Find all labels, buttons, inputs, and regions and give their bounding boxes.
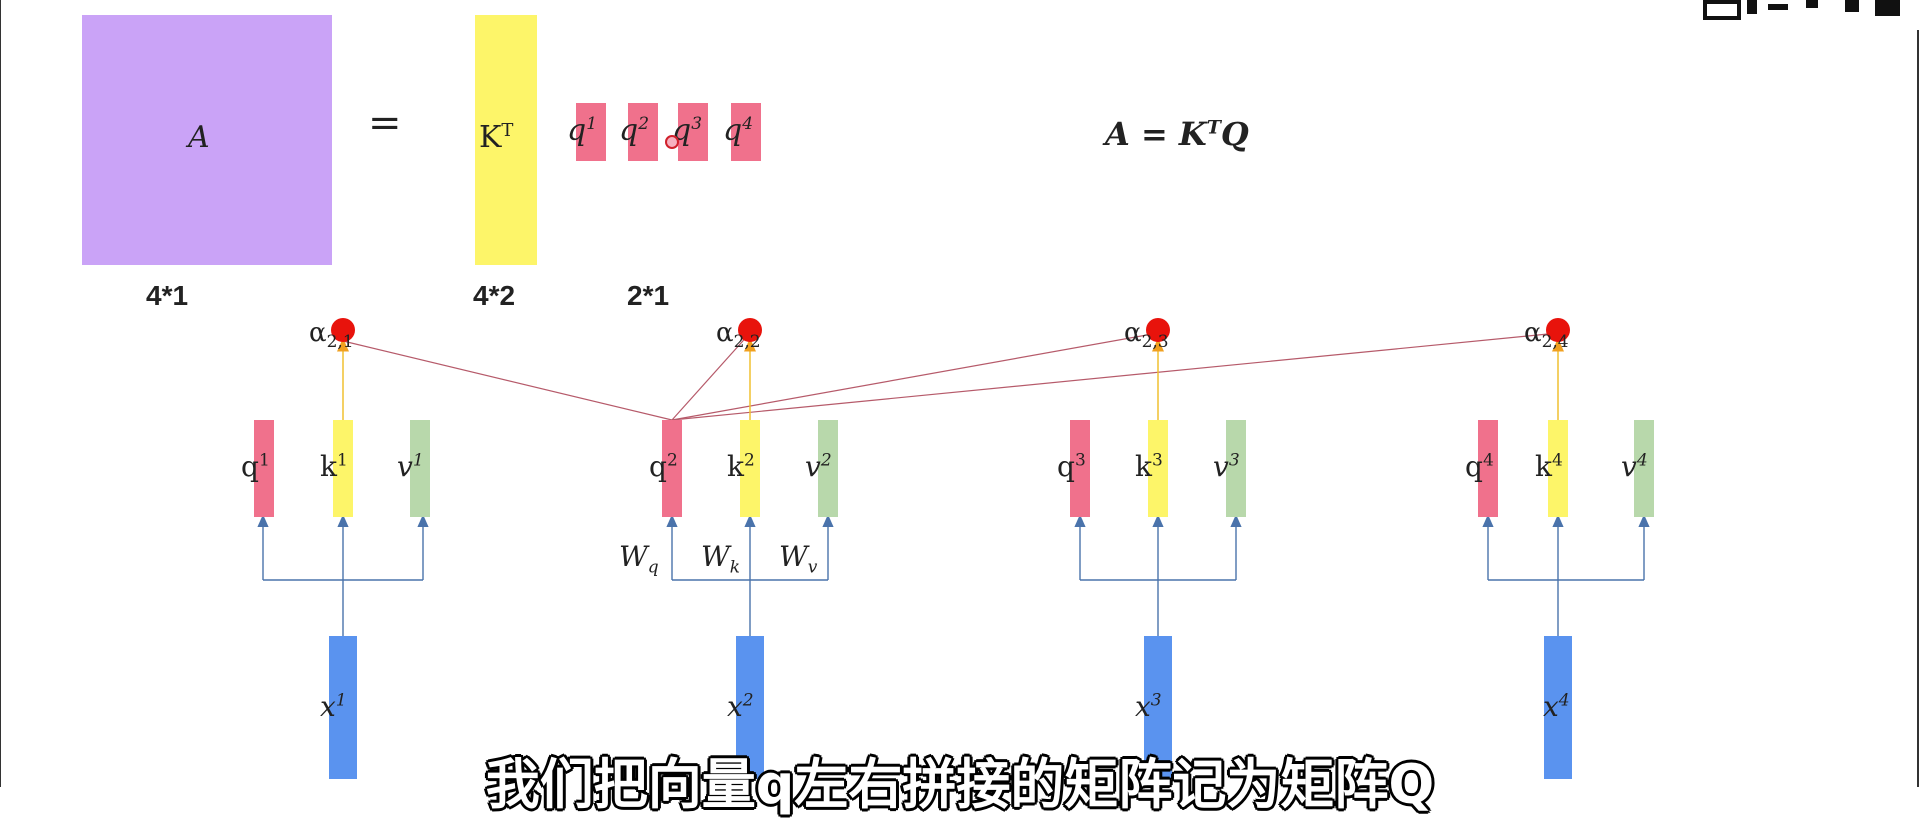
value-bar-3 [1226, 420, 1246, 517]
query-chunk-label-2: q2 [619, 113, 650, 148]
input-label-4: x4 [1543, 690, 1570, 723]
left-edge-line [0, 0, 1, 787]
corner-mark-4 [1806, 0, 1818, 8]
value-label-3: v3 [1213, 450, 1240, 483]
equals-sign: = [368, 100, 402, 146]
query-label-4: q4 [1465, 450, 1494, 483]
key-label-3: k3 [1135, 450, 1163, 483]
dim-label-a: 4*1 [146, 280, 189, 311]
score-line-1 [342, 340, 673, 421]
dim-label-kt: 4*2 [473, 280, 516, 311]
score-line-3 [671, 332, 1159, 421]
input-bar-2 [736, 636, 764, 779]
corner-mark-3 [1768, 4, 1788, 10]
matrix-a-block [82, 15, 332, 265]
query-chunk-2 [628, 103, 658, 161]
query-bar-3 [1070, 420, 1090, 517]
alpha-label-3: α2,3 [1124, 318, 1169, 353]
query-chunk-1 [576, 103, 606, 161]
key-bar-1 [333, 420, 353, 517]
alpha-label-1: α2,1 [309, 318, 354, 353]
weight-label-wq: Wq [619, 540, 659, 578]
column-4 [1478, 420, 1654, 779]
query-chunk-label-1: q1 [567, 113, 598, 148]
query-chunk-4 [731, 103, 761, 161]
value-label-1: v1 [397, 450, 424, 483]
value-bar-1 [410, 420, 430, 517]
query-chunk-3 [678, 103, 708, 161]
dim-label-q: 2*1 [627, 280, 670, 311]
column-2 [662, 420, 838, 779]
key-label-1: k1 [320, 450, 348, 483]
attention-diagram [254, 318, 1654, 779]
score-line-2 [671, 332, 751, 421]
input-bar-1 [329, 636, 357, 779]
column-1 [254, 420, 430, 779]
matrix-a-symbol: A [188, 120, 210, 155]
input-bar-4 [1544, 636, 1572, 779]
key-transpose-symbol: KT [479, 120, 514, 155]
weight-label-wk: Wk [701, 540, 741, 578]
column-3 [1070, 420, 1246, 779]
score-node-4 [1546, 318, 1570, 342]
value-bar-2 [818, 420, 838, 517]
query-label-2: q2 [649, 450, 678, 483]
alpha-label-4: α2,4 [1524, 318, 1569, 353]
key-bar-3 [1148, 420, 1168, 517]
score-node-1 [331, 318, 355, 342]
input-bar-3 [1144, 636, 1172, 779]
query-bar-2 [662, 420, 682, 517]
input-label-3: x3 [1135, 690, 1162, 723]
key-label-4: k4 [1535, 450, 1563, 483]
key-label-2: k2 [727, 450, 755, 483]
query-bar-4 [1478, 420, 1498, 517]
corner-mark-6 [1875, 0, 1900, 16]
value-bar-4 [1634, 420, 1654, 517]
corner-mark-5 [1845, 0, 1859, 12]
corner-mark-2 [1747, 0, 1757, 14]
right-edge-line [1917, 30, 1919, 787]
query-bar-1 [254, 420, 274, 517]
corner-mark-1 [1703, 0, 1741, 20]
weight-label-wv: Wv [779, 540, 818, 578]
key-transpose-block [475, 15, 537, 265]
value-label-2: v2 [805, 450, 832, 483]
query-chunk-label-4: q4 [723, 113, 754, 148]
input-label-2: x2 [727, 690, 754, 723]
query-label-1: q1 [241, 450, 270, 483]
alpha-label-2: α2,2 [716, 318, 761, 353]
score-node-3 [1146, 318, 1170, 342]
input-label-1: x1 [320, 690, 347, 723]
key-bar-4 [1548, 420, 1568, 517]
equation-formula: A = KTQ [1105, 115, 1249, 153]
query-label-3: q3 [1057, 450, 1086, 483]
score-line-4 [671, 332, 1559, 421]
value-label-4: v4 [1621, 450, 1648, 483]
score-node-2 [738, 318, 762, 342]
cursor-marker [665, 135, 679, 149]
key-bar-2 [740, 420, 760, 517]
